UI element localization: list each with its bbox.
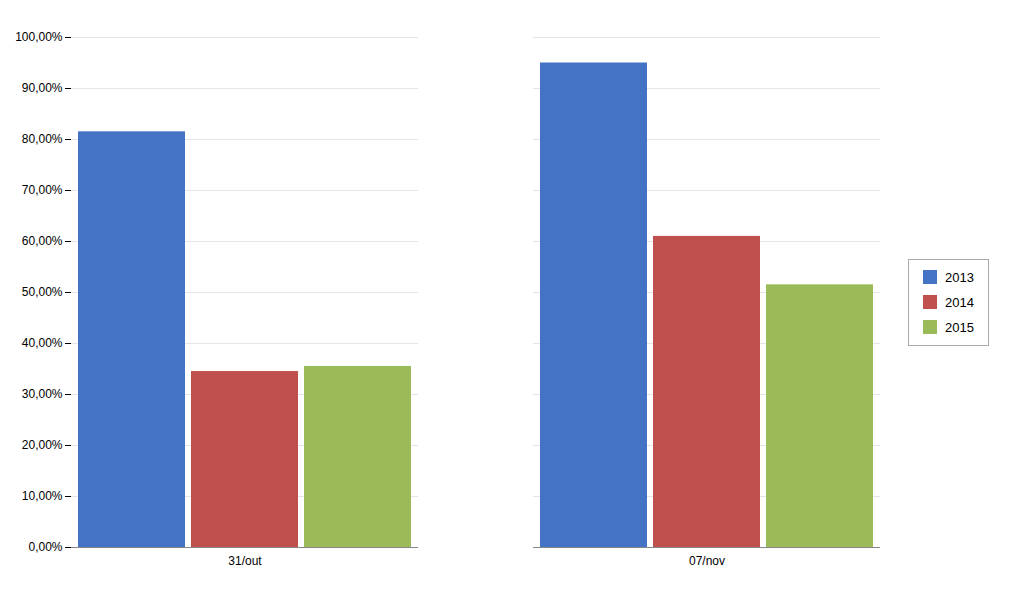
svg-text:70,00%: 70,00% <box>22 183 63 197</box>
svg-text:20,00%: 20,00% <box>22 438 63 452</box>
svg-text:07/nov: 07/nov <box>689 554 725 568</box>
html-text:2015: 2015 <box>945 319 974 335</box>
html-text:2014: 2014 <box>945 294 974 310</box>
svg-text:60,00%: 60,00% <box>22 234 63 248</box>
svg-text:31/out: 31/out <box>228 554 262 568</box>
svg-text:10,00%: 10,00% <box>22 489 63 503</box>
svg-text:100,00%: 100,00% <box>15 30 63 44</box>
svg-text:30,00%: 30,00% <box>22 387 63 401</box>
svg-text:50,00%: 50,00% <box>22 285 63 299</box>
svg-text:0,00%: 0,00% <box>28 540 62 554</box>
html-text:2013: 2013 <box>945 269 974 285</box>
svg-text:90,00%: 90,00% <box>22 81 63 95</box>
svg-text:80,00%: 80,00% <box>22 132 63 146</box>
svg-text:40,00%: 40,00% <box>22 336 63 350</box>
